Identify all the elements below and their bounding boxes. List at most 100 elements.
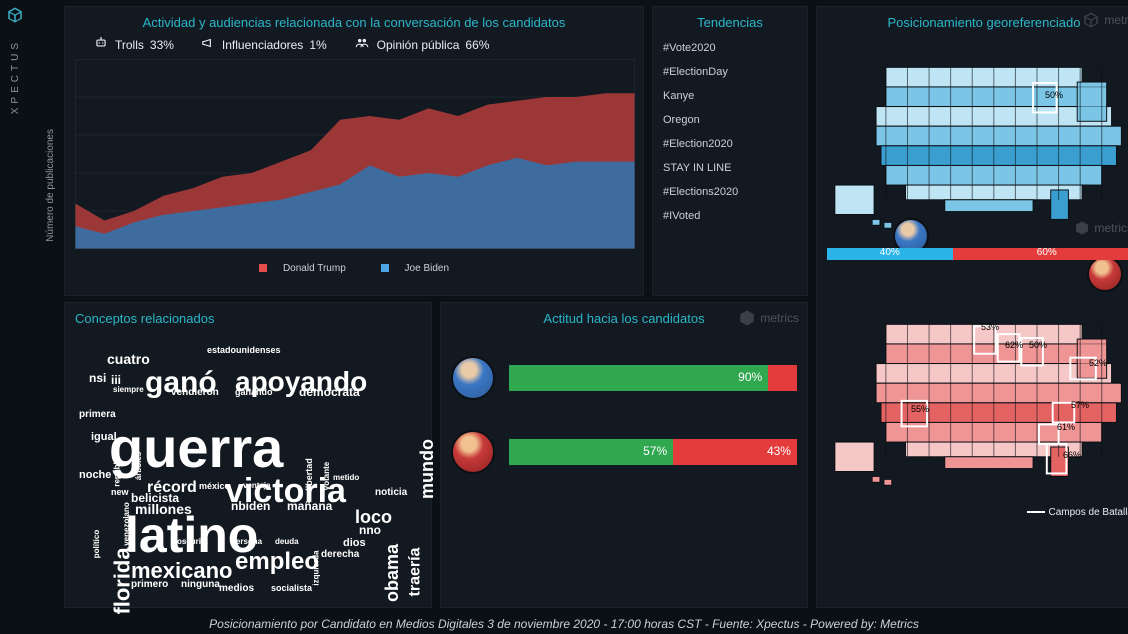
wordcloud-word: nsi <box>89 372 106 384</box>
y-axis-label: Número de publicaciones <box>45 129 56 242</box>
attitude-panel: metrics Actitud hacia los candidatos 90%… <box>440 302 808 608</box>
wordcloud-word: mundo <box>418 439 436 499</box>
wordcloud-word: traería <box>407 548 423 597</box>
geo-share-bar: 40%60% <box>827 248 1128 260</box>
watermark: metrics <box>1074 220 1128 236</box>
map-top-highlight-label: 50% <box>1045 90 1063 100</box>
trend-item[interactable]: Oregon <box>663 108 797 132</box>
area-chart-svg <box>75 59 635 249</box>
wordcloud-word: estadounidenses <box>207 346 281 355</box>
left-rail: XPECTUS <box>0 0 30 614</box>
legend-trump: Donald Trump <box>251 263 354 274</box>
trend-item[interactable]: #ElectionDay <box>663 60 797 84</box>
attitude-bar: 90% <box>509 365 797 391</box>
audience-influencers: Influenciadores 1% <box>200 36 327 53</box>
wordcloud-word: persona <box>231 538 262 546</box>
attitude-segment <box>768 365 797 391</box>
wordcloud-word: derecha <box>321 550 359 560</box>
battleground-label: 66% <box>1063 450 1081 460</box>
audience-trolls: Trolls 33% <box>93 36 174 53</box>
watermark-text: metrics <box>1094 221 1128 235</box>
wordcloud-word: deuda <box>275 538 299 546</box>
audience-trolls-label: Trolls <box>115 38 144 52</box>
attitude-row: 57%43% <box>451 430 797 474</box>
activity-title: Actividad y audiencias relacionada con l… <box>75 15 633 30</box>
concepts-title: Conceptos relacionados <box>75 311 421 326</box>
wordcloud-word: belicista <box>131 492 179 504</box>
watermark-text: metrics <box>760 311 799 325</box>
audience-influencers-pct: 1% <box>309 38 326 52</box>
trend-item[interactable]: #Vote2020 <box>663 36 797 60</box>
wordcloud-word: demócrata <box>299 386 360 398</box>
wordcloud-word: ganando <box>235 388 273 397</box>
activity-legend: Donald Trump Joe Biden <box>75 263 633 274</box>
avatar-biden <box>451 356 495 400</box>
attitude-rows: 90% 57%43% <box>451 356 797 474</box>
audience-influencers-label: Influenciadores <box>222 38 303 52</box>
trend-item[interactable]: #IVoted <box>663 204 797 228</box>
audience-public-label: Opinión pública <box>377 38 460 52</box>
share-label: 40% <box>827 247 953 259</box>
attitude-segment: 43% <box>673 439 797 465</box>
battleground-label: 52% <box>1089 358 1107 368</box>
wordcloud-word: medios <box>219 584 254 594</box>
geo-panel: metrics Posicionamiento georeferenciado … <box>816 6 1128 608</box>
wordcloud-word: primera <box>79 410 116 420</box>
trend-item[interactable]: #Elections2020 <box>663 180 797 204</box>
wordcloud-word: oscurila <box>177 538 208 546</box>
battleground-label: 57% <box>1071 400 1089 410</box>
wordcloud-word: cuatro <box>107 352 150 366</box>
watermark-text: metrics <box>1104 13 1128 27</box>
wordcloud-word: mañana <box>287 500 332 512</box>
attitude-row: 90% <box>451 356 797 400</box>
battleground-label: 55% <box>911 404 929 414</box>
wordcloud-word: obama <box>383 544 401 602</box>
audience-trolls-pct: 33% <box>150 38 174 52</box>
share-segment: 40% <box>827 248 953 260</box>
legend-biden: Joe Biden <box>373 263 457 274</box>
audience-public-pct: 66% <box>465 38 489 52</box>
legend-trump-label: Donald Trump <box>283 263 346 274</box>
activity-panel: Actividad y audiencias relacionada con l… <box>64 6 644 296</box>
map-top-wrap: 50% metrics <box>827 36 1128 236</box>
battleground-label: 50% <box>1029 340 1047 350</box>
wordcloud-word: empleo <box>235 550 319 574</box>
legend-line-icon <box>1027 511 1045 513</box>
wordcloud-word: dios <box>343 538 366 549</box>
avatar-trump <box>451 430 495 474</box>
battleground-legend-text: Campos de Batalla <box>1049 507 1128 518</box>
wordcloud-word: nno <box>359 524 381 536</box>
wordcloud-word: ninguna <box>181 580 220 590</box>
wordcloud-word: méxico <box>199 482 230 491</box>
legend-biden-label: Joe Biden <box>405 263 449 274</box>
trend-item[interactable]: #Election2020 <box>663 132 797 156</box>
trend-item[interactable]: Kanye <box>663 84 797 108</box>
wordcloud-word: venezolano <box>123 502 131 546</box>
brand-name: XPECTUS <box>10 39 21 114</box>
attitude-pct: 43% <box>767 444 791 458</box>
brand-cube-icon <box>6 6 24 29</box>
crowd-icon <box>353 36 371 53</box>
trends-panel: Tendencias #Vote2020#ElectionDayKanyeOre… <box>652 6 808 296</box>
watermark: metrics <box>1082 11 1128 29</box>
trend-list: #Vote2020#ElectionDayKanyeOregon#Electio… <box>663 36 797 228</box>
attitude-pct: 90% <box>738 370 762 384</box>
attitude-segment: 90% <box>509 365 768 391</box>
map-bottom-wrap: 53%62%50%52%57%61%66%55% Campos de Batal… <box>827 288 1128 518</box>
wordcloud-word: primero <box>131 580 168 590</box>
trends-title: Tendencias <box>663 15 797 30</box>
wordcloud-word: vendieron <box>171 388 219 398</box>
wordcloud-word: siempre <box>113 386 144 394</box>
activity-chart: Número de publicaciones <box>75 59 635 259</box>
avatar-trump <box>1087 256 1123 292</box>
map-top <box>827 36 1128 236</box>
watermark: metrics <box>738 309 799 327</box>
trend-item[interactable]: STAY IN LINE <box>663 156 797 180</box>
wordcloud-word: ventaja <box>243 482 271 490</box>
map-bottom <box>827 288 1128 498</box>
wordcloud-word: político <box>93 530 101 558</box>
share-label: 60% <box>953 247 1128 259</box>
wordcloud-word: votante <box>323 462 331 490</box>
battleground-label: 62% <box>1005 340 1023 350</box>
wordcloud-word: socialista <box>271 584 312 593</box>
